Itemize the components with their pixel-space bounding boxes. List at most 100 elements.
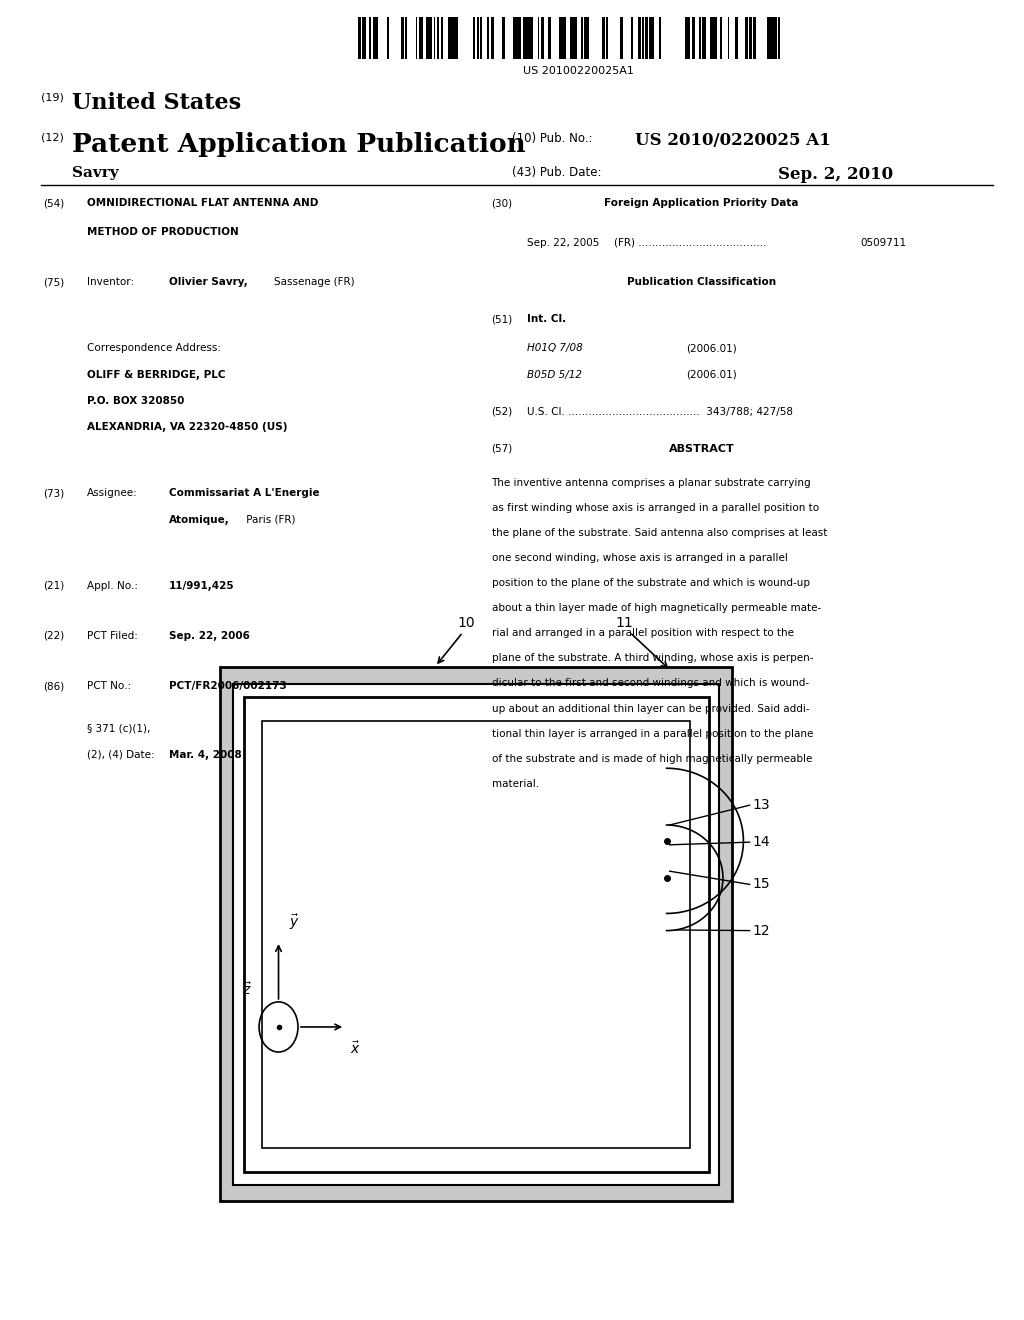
- Text: (10) Pub. No.:: (10) Pub. No.:: [512, 132, 593, 145]
- Bar: [706, 17, 709, 59]
- Bar: [688, 17, 690, 59]
- Bar: [624, 17, 626, 59]
- Bar: [702, 17, 707, 59]
- Bar: [362, 17, 366, 59]
- Bar: [499, 17, 501, 59]
- Bar: [698, 17, 700, 59]
- Bar: [717, 17, 720, 59]
- Bar: [406, 17, 407, 59]
- Bar: [631, 17, 633, 59]
- Bar: [434, 17, 435, 59]
- Text: 10: 10: [457, 615, 475, 630]
- Bar: [612, 17, 615, 59]
- Bar: [545, 17, 549, 59]
- Text: (2006.01): (2006.01): [686, 370, 737, 380]
- Bar: [519, 17, 521, 59]
- Bar: [760, 17, 762, 59]
- Bar: [552, 17, 554, 59]
- Bar: [484, 17, 487, 59]
- Text: Correspondence Address:: Correspondence Address:: [87, 343, 221, 354]
- Bar: [380, 17, 384, 59]
- Text: Assignee:: Assignee:: [87, 488, 138, 499]
- Bar: [724, 17, 727, 59]
- Bar: [645, 17, 647, 59]
- Bar: [569, 17, 573, 59]
- Bar: [591, 17, 594, 59]
- Bar: [523, 17, 527, 59]
- Text: one second winding, whose axis is arranged in a parallel: one second winding, whose axis is arrang…: [492, 553, 787, 564]
- Bar: [767, 17, 771, 59]
- Text: METHOD OF PRODUCTION: METHOD OF PRODUCTION: [87, 227, 239, 238]
- Bar: [401, 17, 404, 59]
- Bar: [391, 17, 393, 59]
- Text: 11: 11: [615, 615, 634, 630]
- Text: Mar. 4, 2008: Mar. 4, 2008: [169, 750, 242, 760]
- Text: Int. Cl.: Int. Cl.: [527, 314, 566, 325]
- Bar: [397, 17, 400, 59]
- Bar: [366, 17, 368, 59]
- Bar: [449, 17, 453, 59]
- Bar: [412, 17, 416, 59]
- Text: Atomique,: Atomique,: [169, 515, 229, 525]
- Text: (52): (52): [492, 407, 513, 417]
- Bar: [541, 17, 544, 59]
- Text: (54): (54): [43, 198, 65, 209]
- Text: 15: 15: [753, 878, 770, 891]
- Bar: [459, 17, 461, 59]
- Text: Inventor:: Inventor:: [87, 277, 134, 288]
- Text: PCT Filed:: PCT Filed:: [87, 631, 138, 642]
- Bar: [548, 17, 551, 59]
- Bar: [369, 17, 371, 59]
- Text: The inventive antenna comprises a planar substrate carrying: The inventive antenna comprises a planar…: [492, 478, 811, 488]
- Text: US 20100220025A1: US 20100220025A1: [523, 66, 634, 77]
- Bar: [674, 17, 677, 59]
- Bar: [420, 17, 424, 59]
- Text: United States: United States: [72, 92, 241, 115]
- Bar: [506, 17, 508, 59]
- Text: PCT/FR2006/002173: PCT/FR2006/002173: [169, 681, 287, 692]
- Text: 12: 12: [753, 924, 770, 937]
- Bar: [588, 17, 589, 59]
- Text: (2), (4) Date:: (2), (4) Date:: [87, 750, 155, 760]
- Text: $\vec{y}$: $\vec{y}$: [289, 912, 299, 932]
- Text: Savry: Savry: [72, 166, 119, 181]
- Bar: [681, 17, 683, 59]
- Bar: [220, 667, 732, 1201]
- Bar: [777, 17, 779, 59]
- Text: (21): (21): [43, 581, 65, 591]
- Bar: [710, 17, 713, 59]
- Text: H01Q 7/08: H01Q 7/08: [527, 343, 583, 354]
- Text: (30): (30): [492, 198, 513, 209]
- Text: Sassenage (FR): Sassenage (FR): [274, 277, 355, 288]
- Text: (86): (86): [43, 681, 65, 692]
- Bar: [720, 17, 722, 59]
- Bar: [452, 17, 456, 59]
- Text: $\vec{z}$: $\vec{z}$: [242, 981, 252, 998]
- Text: Paris (FR): Paris (FR): [243, 515, 295, 525]
- Text: Commissariat A L'Energie: Commissariat A L'Energie: [169, 488, 319, 499]
- Text: 11/991,425: 11/991,425: [169, 581, 234, 591]
- Text: of the substrate and is made of high magnetically permeable: of the substrate and is made of high mag…: [492, 754, 812, 764]
- Bar: [383, 17, 385, 59]
- Bar: [763, 17, 768, 59]
- Bar: [620, 17, 624, 59]
- Text: (43) Pub. Date:: (43) Pub. Date:: [512, 166, 601, 180]
- Text: PCT No.:: PCT No.:: [87, 681, 131, 692]
- Bar: [655, 17, 658, 59]
- Bar: [616, 17, 618, 59]
- Bar: [466, 17, 468, 59]
- Text: ALEXANDRIA, VA 22320-4850 (US): ALEXANDRIA, VA 22320-4850 (US): [87, 422, 288, 433]
- Bar: [577, 17, 580, 59]
- Bar: [670, 17, 674, 59]
- Bar: [627, 17, 631, 59]
- Bar: [641, 17, 644, 59]
- Bar: [538, 17, 539, 59]
- Bar: [734, 17, 737, 59]
- Text: Patent Application Publication: Patent Application Publication: [72, 132, 525, 157]
- Text: (51): (51): [492, 314, 513, 325]
- Bar: [377, 17, 378, 59]
- Text: (12): (12): [41, 132, 63, 143]
- Text: Olivier Savry,: Olivier Savry,: [169, 277, 248, 288]
- Text: plane of the substrate. A third winding, whose axis is perpen-: plane of the substrate. A third winding,…: [492, 653, 813, 664]
- Text: Appl. No.:: Appl. No.:: [87, 581, 138, 591]
